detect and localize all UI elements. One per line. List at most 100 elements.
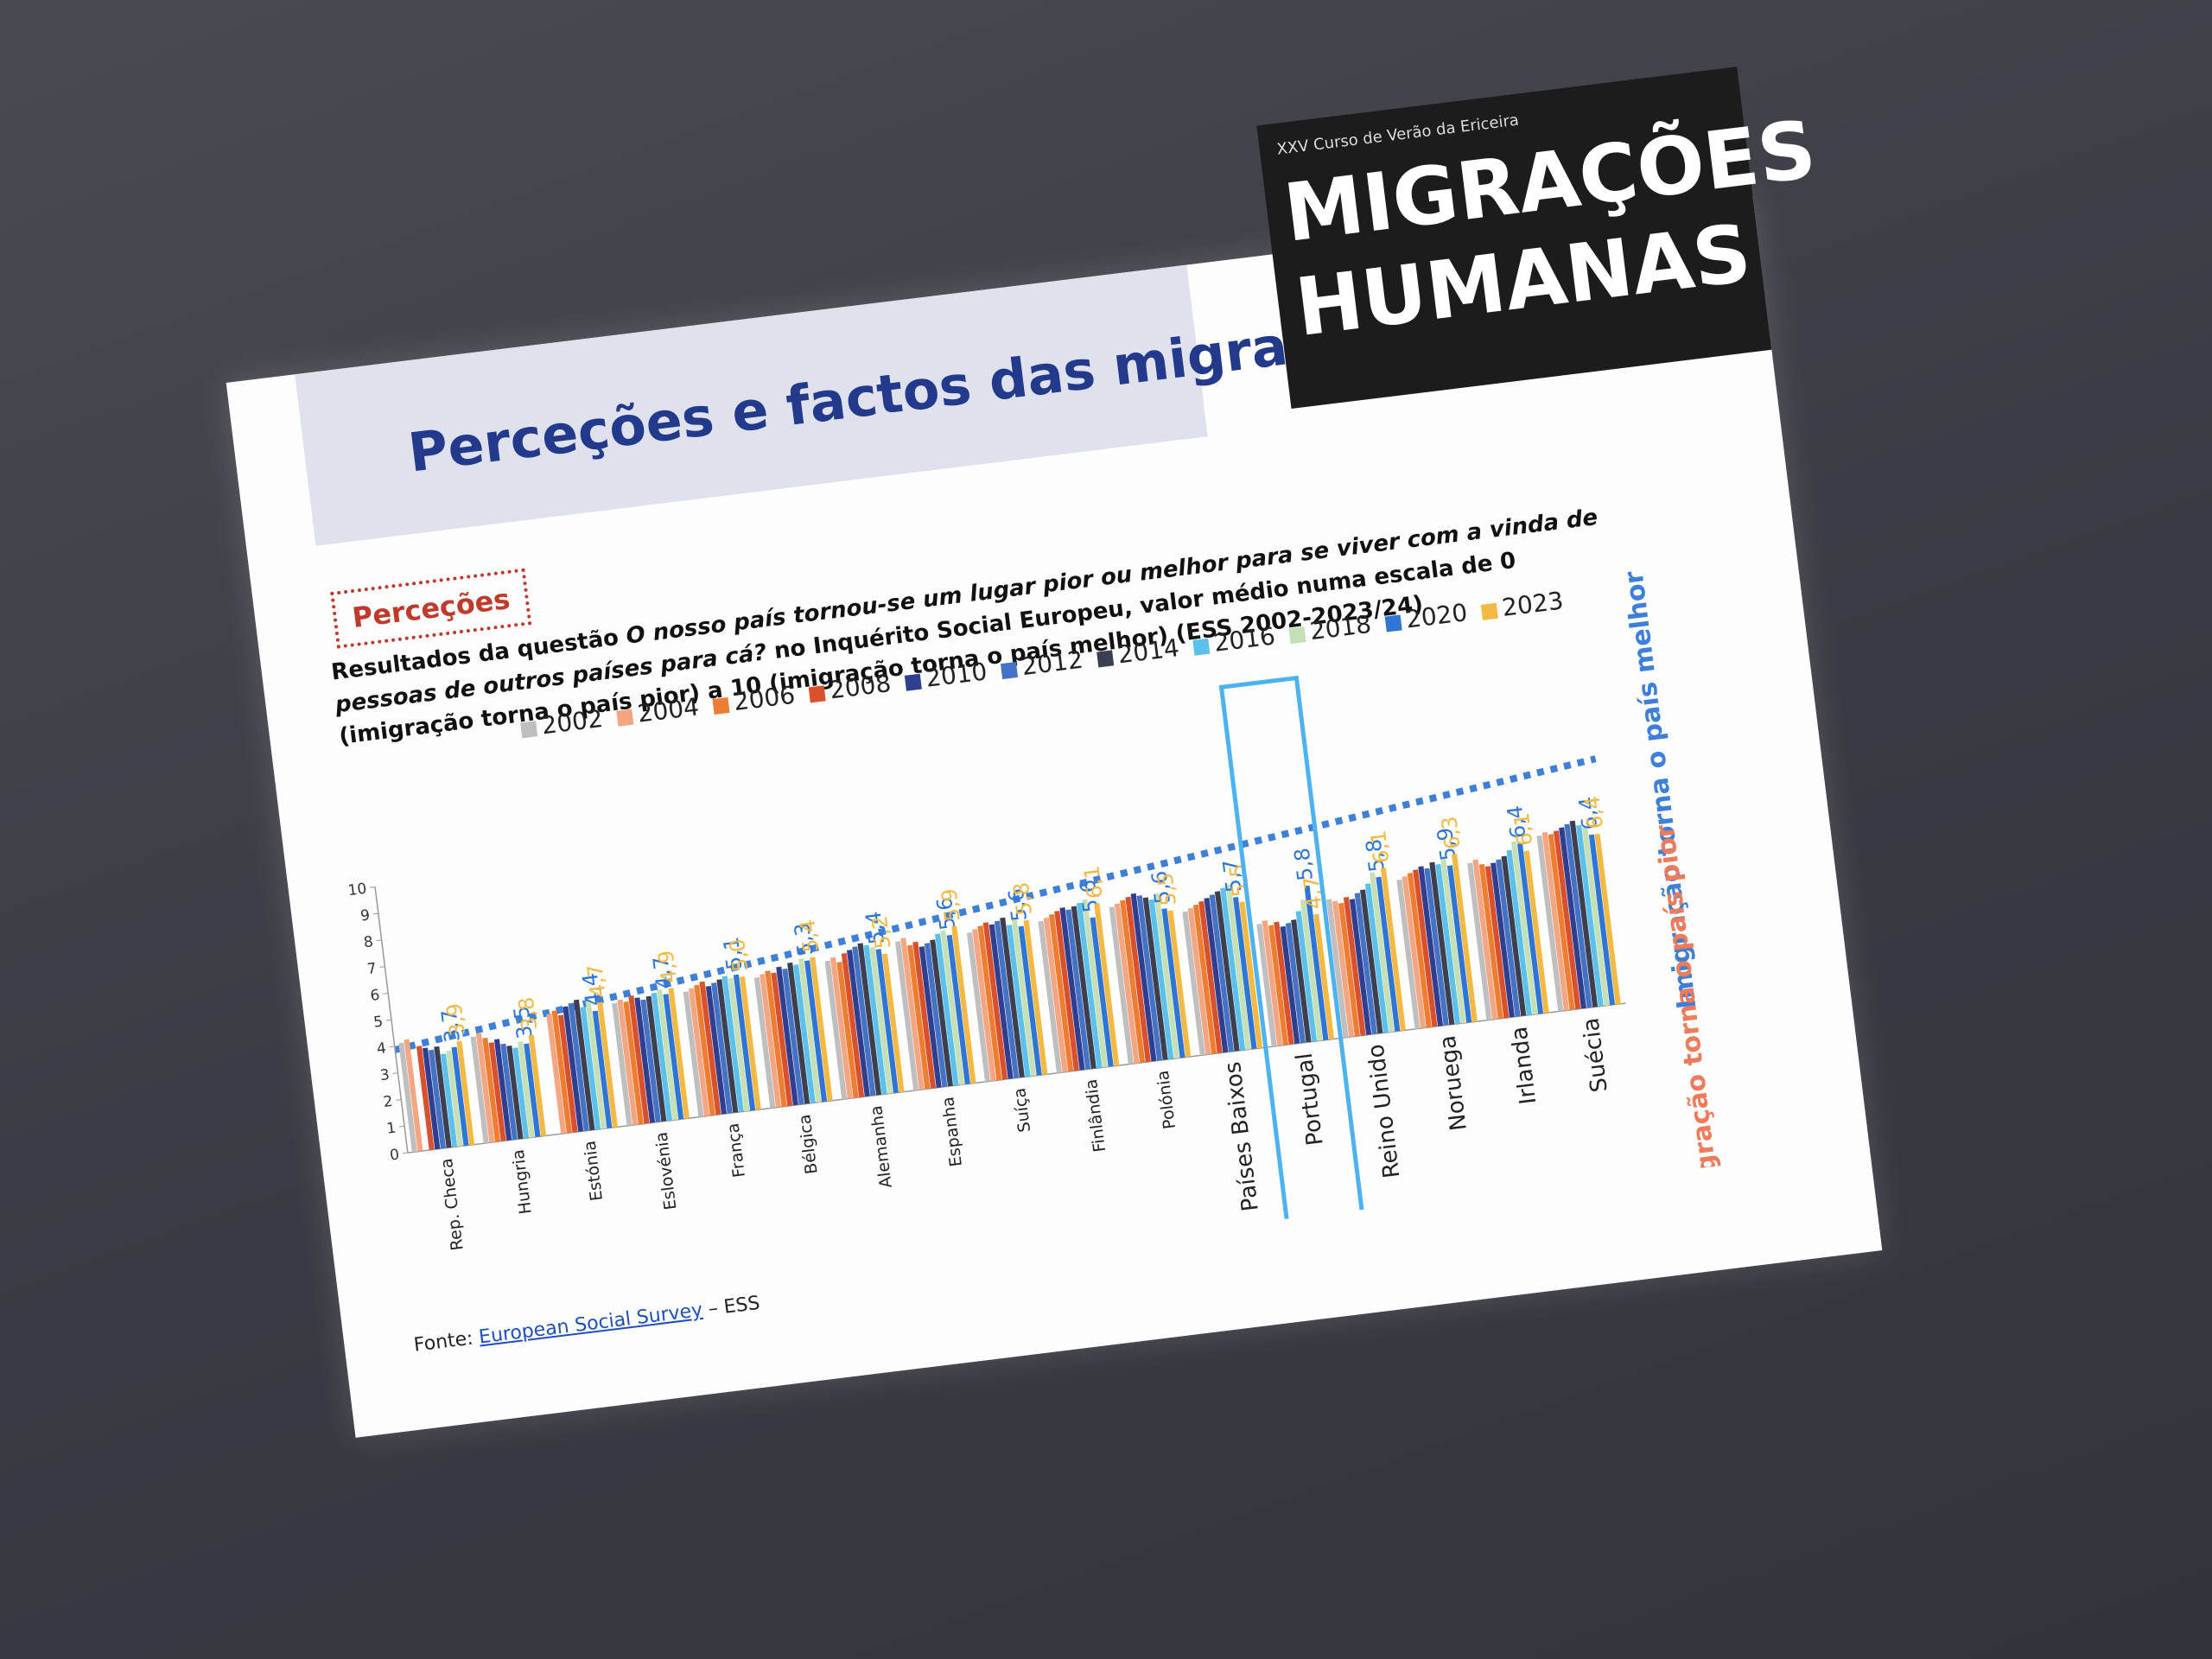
bar: [1136, 895, 1163, 1061]
bar: [434, 1046, 452, 1148]
bar: [1285, 923, 1306, 1044]
bar: [1559, 827, 1586, 1009]
bar: [640, 999, 661, 1122]
bar: [1109, 906, 1134, 1065]
legend-swatch: [1000, 662, 1019, 680]
bar: [428, 1049, 447, 1149]
bar: [1523, 850, 1549, 1014]
value-label: 5,8: [1009, 881, 1037, 917]
bar: [451, 1046, 469, 1147]
bar: [1023, 919, 1048, 1075]
bar: [830, 957, 853, 1099]
bar: [994, 920, 1020, 1078]
bar: [918, 946, 942, 1088]
bar: [1594, 833, 1621, 1005]
y-tick: [379, 966, 385, 968]
bar: [506, 1045, 524, 1140]
legend-swatch: [808, 685, 826, 703]
bar: [528, 1034, 547, 1137]
bar: [416, 1046, 435, 1151]
bar: [592, 1010, 613, 1128]
legend-swatch: [520, 721, 538, 739]
bar: [1313, 913, 1335, 1040]
bar: [1354, 893, 1377, 1035]
bar: [1076, 902, 1103, 1069]
value-label: 5,6: [1004, 887, 1032, 923]
bar: [1569, 820, 1599, 1007]
bar: [475, 1033, 495, 1143]
bar: [711, 982, 733, 1114]
bar: [1369, 872, 1395, 1033]
bar: [456, 1040, 475, 1146]
bar: [1071, 906, 1096, 1069]
bar: [1204, 898, 1229, 1053]
value-label: 5,4: [795, 918, 823, 953]
bar: [580, 1007, 601, 1130]
bar: [1548, 834, 1575, 1010]
value-label: 4,4: [578, 972, 606, 1007]
bar: [1154, 893, 1179, 1059]
bar: [683, 991, 704, 1117]
bar: [634, 997, 656, 1123]
y-tick: [389, 1046, 395, 1048]
bar: [470, 1036, 489, 1144]
bar: [1000, 917, 1025, 1078]
bar: [1114, 903, 1140, 1064]
value-label: 6,4: [1580, 795, 1608, 830]
bar: [881, 953, 905, 1093]
y-tick: [392, 1072, 398, 1074]
legend-label: 2008: [828, 669, 893, 704]
y-tick-label: 6: [369, 987, 380, 1005]
y-tick: [399, 1125, 405, 1128]
bar: [1125, 896, 1151, 1063]
bar: [1120, 899, 1146, 1064]
value-label: 5,3: [790, 921, 817, 957]
value-label: 5,5: [1153, 871, 1180, 906]
legend-label: 2010: [924, 657, 988, 692]
bar: [557, 1014, 578, 1133]
bar: [760, 974, 782, 1108]
bar: [1082, 899, 1109, 1068]
x-tick-label: Portugal: [1292, 1052, 1329, 1147]
bar: [617, 999, 639, 1126]
bar: [847, 950, 870, 1097]
x-tick-label: Finlândia: [1082, 1078, 1109, 1154]
bar: [1300, 899, 1323, 1041]
bar: [1491, 862, 1515, 1018]
bar: [753, 977, 776, 1109]
legend-swatch: [1288, 626, 1306, 645]
bar: [482, 1037, 501, 1142]
value-label: 6,1: [1510, 811, 1537, 847]
bar: [1478, 863, 1503, 1020]
bar: [398, 1042, 417, 1153]
value-label: 5,2: [868, 914, 895, 950]
value-label: 5,6: [932, 896, 960, 931]
trend-line: [394, 755, 1597, 1053]
bar: [782, 968, 804, 1105]
bar: [623, 1001, 644, 1125]
bar: [1413, 869, 1438, 1027]
bar: [1446, 865, 1472, 1023]
bar: [1467, 862, 1492, 1020]
bar: [651, 992, 672, 1122]
bar: [1402, 876, 1427, 1029]
bar: [518, 1041, 535, 1138]
bar: [688, 988, 710, 1116]
value-label: 6,3: [1437, 815, 1465, 850]
value-label: 5,4: [861, 910, 889, 945]
bar: [524, 1043, 541, 1137]
legend-swatch: [1480, 602, 1498, 620]
bar: [776, 966, 798, 1106]
bar: [1506, 849, 1532, 1016]
value-label: 4,9: [653, 949, 681, 984]
bar: [1043, 917, 1068, 1073]
bar: [1038, 920, 1063, 1073]
bar: [512, 1047, 530, 1139]
bar: [1582, 827, 1610, 1007]
bar: [1304, 885, 1329, 1040]
bar: [935, 933, 959, 1086]
bar: [568, 1002, 589, 1132]
value-label: 5,1: [719, 936, 747, 971]
bar: [869, 946, 893, 1094]
